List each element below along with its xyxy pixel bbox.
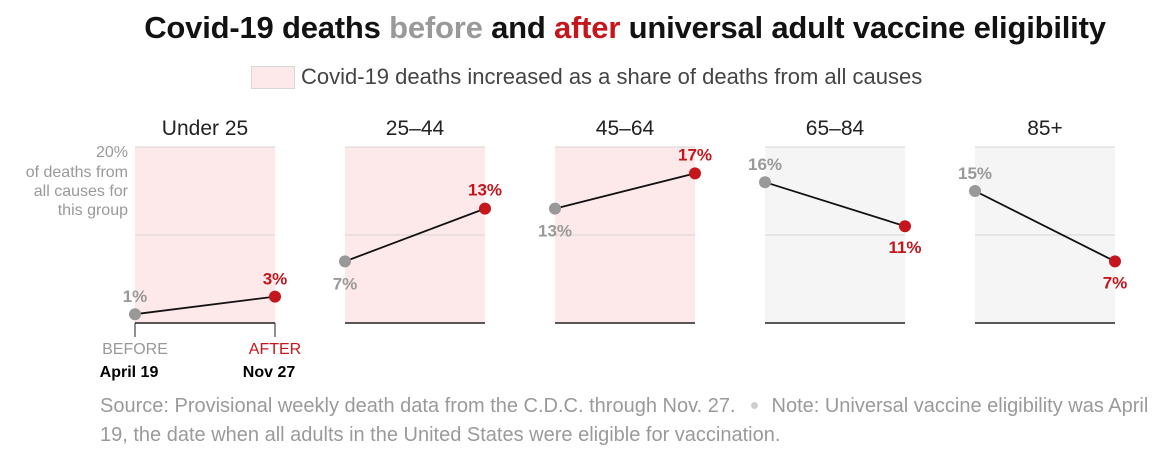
after-value-label-under-25: 3% — [263, 270, 288, 289]
before-value-label-45-64: 13% — [538, 222, 572, 241]
legend: Covid-19 deaths increased as a share of … — [251, 62, 922, 92]
legend-label: Covid-19 deaths increased as a share of … — [301, 64, 923, 89]
before-point-45-64 — [549, 202, 561, 215]
y-axis-max-label: 20% — [96, 144, 128, 161]
after-value-label-45-64: 17% — [678, 145, 712, 164]
separator-dot — [750, 402, 758, 410]
panel-title-25-44: 25–44 — [386, 117, 445, 140]
after-point-65-84 — [899, 220, 911, 233]
before-point-25-44 — [339, 255, 351, 268]
after-value-label-65-84: 11% — [888, 238, 921, 257]
after-value-label-85-: 7% — [1103, 273, 1128, 292]
before-value-label-25-44: 7% — [333, 274, 358, 293]
series-line-under-25 — [134, 295, 276, 316]
after-point-25-44 — [479, 202, 491, 215]
series-line-85- — [974, 190, 1116, 263]
source-text: Source: Provisional weekly death data fr… — [100, 395, 736, 417]
after-point-under-25 — [269, 290, 281, 303]
note-text: Note: Universal vaccine eligibility was … — [100, 395, 1149, 446]
x-date-after: Nov 27 — [243, 364, 296, 381]
y-axis-caption-line: of deaths from — [26, 164, 128, 181]
panel-title-under-25: Under 25 — [162, 117, 248, 140]
before-point-under-25 — [129, 308, 141, 321]
x-date-before: April 19 — [100, 364, 159, 381]
title-middle: and — [482, 10, 555, 45]
title-after-word: after — [554, 10, 621, 45]
chart-title: Covid-19 deaths before and after univers… — [0, 10, 1174, 46]
x-label-before: BEFORE — [102, 341, 168, 358]
title-suffix: universal adult vaccine eligibility — [620, 10, 1106, 45]
after-point-45-64 — [689, 167, 701, 180]
x-label-after: AFTER — [249, 341, 301, 358]
series-line-65-84 — [764, 181, 906, 228]
before-value-label-65-84: 16% — [748, 155, 782, 174]
y-axis-caption-line: this group — [58, 202, 128, 219]
y-axis-caption-line: all causes for — [34, 183, 129, 200]
title-prefix: Covid-19 deaths — [144, 10, 390, 45]
title-before-word: before — [389, 10, 483, 45]
before-point-85- — [969, 185, 981, 197]
series-line-25-44 — [344, 207, 486, 263]
panel-title-85-: 85+ — [1027, 117, 1063, 140]
legend-swatch — [251, 65, 295, 89]
before-value-label-under-25: 1% — [123, 287, 148, 306]
source-note: Source: Provisional weekly death data fr… — [100, 392, 1160, 450]
after-point-85- — [1109, 255, 1121, 268]
after-value-label-25-44: 13% — [468, 181, 502, 200]
before-value-label-85-: 15% — [958, 164, 992, 183]
panel-title-65-84: 65–84 — [806, 117, 865, 140]
before-point-65-84 — [759, 176, 771, 189]
panel-title-45-64: 45–64 — [596, 117, 655, 140]
series-line-45-64 — [554, 172, 696, 210]
